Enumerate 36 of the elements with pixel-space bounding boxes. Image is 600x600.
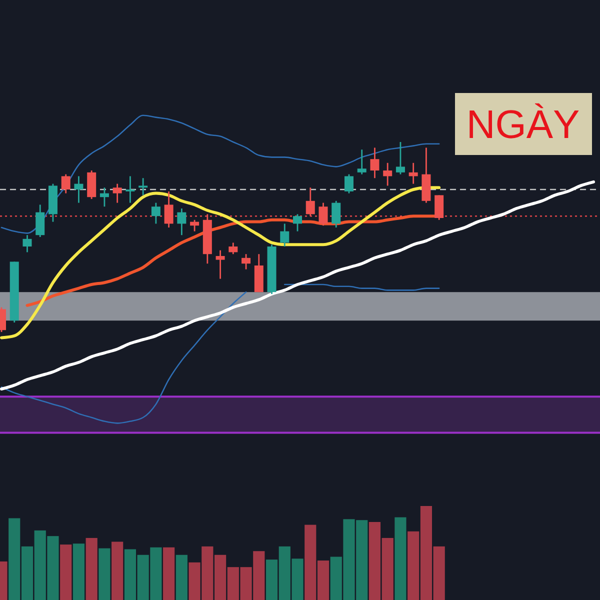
candlestick	[370, 147, 380, 179]
candlestick	[164, 190, 174, 228]
candlestick	[293, 214, 302, 232]
candlestick	[280, 223, 290, 248]
bar	[98, 548, 110, 600]
candlestick	[100, 186, 109, 208]
candlestick	[408, 162, 418, 184]
candlestick	[396, 141, 405, 175]
bar	[394, 517, 406, 600]
annotation: NGÀY	[466, 103, 580, 147]
candlestick	[177, 208, 186, 236]
bar	[60, 544, 72, 600]
candlestick	[190, 219, 200, 232]
candlestick	[242, 253, 251, 270]
candlestick	[74, 176, 84, 204]
candlestick	[332, 200, 341, 228]
candlestick	[228, 242, 238, 255]
candlestick	[112, 183, 122, 204]
candlestick	[216, 250, 225, 280]
candlestick	[434, 194, 444, 221]
candlestick	[318, 202, 328, 226]
bar	[72, 544, 85, 600]
candlestick	[344, 174, 354, 194]
bar	[163, 547, 175, 600]
candlestick	[36, 204, 45, 238]
candlestick	[151, 202, 160, 224]
candlestick	[357, 148, 366, 175]
bar	[112, 542, 124, 600]
candlestick	[22, 234, 32, 253]
candlestick	[383, 162, 392, 186]
candlestick	[138, 177, 148, 196]
candlestick	[61, 174, 70, 194]
candlestick	[306, 186, 315, 217]
bar	[176, 554, 188, 600]
bar	[86, 538, 98, 600]
candlestick	[126, 176, 135, 204]
